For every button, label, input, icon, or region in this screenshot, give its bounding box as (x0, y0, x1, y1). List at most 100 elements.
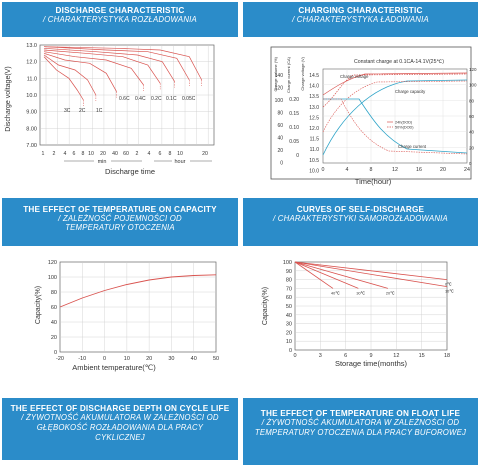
temperature-xtick: -20 (56, 356, 64, 362)
charging-right-tick: 40 (469, 130, 475, 135)
temperature-xtick: -10 (78, 356, 86, 362)
discharge-xlabel: Discharge time (105, 167, 155, 176)
discharge-header: DISCHARGE CHARACTERISTIC / CHARAKTERYSTY… (2, 2, 238, 37)
discharge-xtick-min: 4 (64, 151, 67, 157)
temperature-panel: THE EFFECT OF TEMPERATURE ON CAPACITY / … (2, 198, 238, 376)
self-discharge-subtitle: / CHARAKTERYSTYKI SAMOROZŁADOWANIA (273, 214, 448, 223)
cycle-life-panel: THE EFFECT OF DISCHARGE DEPTH ON CYCLE L… (2, 398, 238, 460)
charging-xtick: 4 (346, 167, 349, 173)
discharge-ytick: 9.00 (26, 110, 37, 116)
discharge-rate-label: 0.6C (119, 96, 130, 102)
discharge-curve-2C (43, 54, 97, 96)
discharge-xtick-min: 6 (73, 151, 76, 157)
charging-right-tick: 0 (469, 161, 472, 166)
charging-xtick: 24 (464, 167, 470, 173)
charging-volume-tick: 60 (277, 123, 283, 129)
self-discharge-ylabel: Capacity(%) (262, 287, 269, 325)
charging-voltage-curve-2 (322, 73, 468, 108)
discharge-xtick-hour: 6 (159, 151, 162, 157)
self-discharge-ytick: 100 (283, 260, 292, 266)
charging-header: CHARGING CHARACTERISTIC / CHARAKTERYSTYK… (243, 2, 478, 37)
charging-xtick: 12 (392, 167, 398, 173)
self-discharge-ytick: 10 (286, 339, 292, 345)
charging-voltage-tick: 11.0 (310, 147, 320, 153)
self-discharge-ytick: 90 (286, 269, 292, 275)
discharge-ylabel: Discharge voltage(V) (5, 66, 12, 131)
self-discharge-ytick: 80 (286, 278, 292, 284)
charging-caption: Constant charge at 0.1CA-14.1V(25℃) (354, 59, 444, 65)
discharge-rate-label: 2C (79, 108, 86, 114)
charging-title: CHARGING CHARACTERISTIC (298, 6, 423, 15)
discharge-ytick: 10.0 (26, 93, 37, 99)
charging-volume-tick: 20 (277, 148, 283, 154)
charging-current-curve-2 (323, 98, 468, 155)
self-discharge-ytick: 0 (289, 348, 292, 354)
discharge-ytick: 7.00 (26, 143, 37, 149)
self-discharge-temp-label: 10℃ (445, 290, 454, 294)
temperature-xtick: 40 (191, 356, 197, 362)
charging-current-tick: 0 (296, 153, 299, 159)
temperature-ytick: 80 (51, 290, 57, 296)
charging-capacity-curve-2 (322, 80, 468, 133)
temperature-xtick: 50 (213, 356, 219, 362)
temperature-ytick: 100 (48, 275, 57, 281)
charging-volume-tick: 140 (275, 73, 284, 79)
float-life-header: THE EFFECT OF TEMPERATURE ON FLOAT LIFE … (243, 398, 478, 465)
discharge-curve-1C (43, 52, 117, 92)
charging-right-tick: 60 (469, 114, 475, 119)
temperature-xtick: 0 (103, 356, 106, 362)
temperature-xtick: 30 (168, 356, 174, 362)
charging-voltage-tick: 10.5 (309, 158, 319, 164)
discharge-xtick-min: 20 (100, 151, 106, 157)
charging-voltage-tick: 12.0 (309, 126, 319, 132)
discharge-title: DISCHARGE CHARACTERISTIC (55, 6, 185, 15)
discharge-xtick-min: 10 (88, 151, 94, 157)
discharge-ytick: 13.0 (26, 43, 37, 49)
charging-xlabel: Time(hour) (355, 177, 392, 186)
temperature-xtick: 20 (146, 356, 152, 362)
charging-current-curve (323, 98, 468, 154)
discharge-rate-label: 0.2C (151, 96, 162, 102)
self-discharge-panel: CURVES OF SELF-DISCHARGE / CHARAKTERYSTY… (243, 198, 478, 376)
self-discharge-xtick: 9 (369, 353, 372, 359)
discharge-rate-label: 0.4C (135, 96, 146, 102)
discharge-curve-0.6C (43, 51, 144, 86)
charging-voltage-tick: 12.5 (309, 115, 319, 121)
temperature-xtick: 10 (124, 356, 130, 362)
self-discharge-temp-label: 20℃ (386, 291, 395, 295)
charging-axis-label: Charge volume (%) (273, 56, 278, 91)
discharge-rate-label: 3C (64, 108, 71, 114)
self-discharge-ytick: 50 (286, 304, 292, 310)
discharge-subtitle: / CHARAKTERYSTYKA ROZŁADOWANIA (43, 15, 197, 24)
temperature-ytick: 60 (51, 305, 57, 311)
self-discharge-chart: Capacity(%) 0℃ 10℃ 20℃ 30℃ 40℃ 0 3 6 9 12 15 18 10… (243, 250, 478, 376)
discharge-xtick-hour: 10 (177, 151, 183, 157)
charging-right-tick: 20 (469, 145, 475, 150)
charging-xtick: 0 (322, 167, 325, 173)
charging-subtitle: / CHARAKTERYSTYKA ŁADOWANIA (292, 15, 429, 24)
discharge-xtick-min: 60 (123, 151, 129, 157)
self-discharge-ytick: 20 (286, 330, 292, 336)
charging-voltage-tick: 13.0 (309, 105, 319, 111)
charging-current-tick: 0.15 (289, 111, 299, 117)
discharge-curve-0.4C (43, 49, 161, 84)
charging-volume-tick: 0 (280, 161, 283, 167)
charging-current-tick: 0.20 (289, 97, 299, 103)
self-discharge-xlabel: Storage time(months) (335, 359, 408, 368)
charging-voltage-tick: 10.0 (309, 168, 319, 174)
discharge-ytick: 11.0 (27, 76, 37, 82)
charging-volume-tick: 100 (275, 98, 284, 104)
float-life-subtitle: / ŻYWOTNOŚĆ AKUMULATORA W ZALEŻNOŚCI OD … (254, 418, 467, 437)
discharge-xtick-hour: 8 (169, 151, 172, 157)
self-discharge-ytick: 30 (286, 322, 292, 328)
discharge-panel: DISCHARGE CHARACTERISTIC / CHARAKTERYSTY… (2, 2, 238, 186)
self-discharge-header: CURVES OF SELF-DISCHARGE / CHARAKTERYSTY… (243, 198, 478, 246)
charging-capacity-label: Charge capacity (395, 89, 426, 94)
discharge-curve-0.05C (43, 46, 203, 81)
temperature-title: THE EFFECT OF TEMPERATURE ON CAPACITY (23, 205, 217, 214)
float-life-title: THE EFFECT OF TEMPERATURE ON FLOAT LIFE (260, 409, 461, 418)
discharge-xtick-hour: 20 (202, 151, 208, 157)
discharge-ytick: 12.0 (26, 60, 37, 66)
self-discharge-xtick: 18 (444, 353, 450, 359)
